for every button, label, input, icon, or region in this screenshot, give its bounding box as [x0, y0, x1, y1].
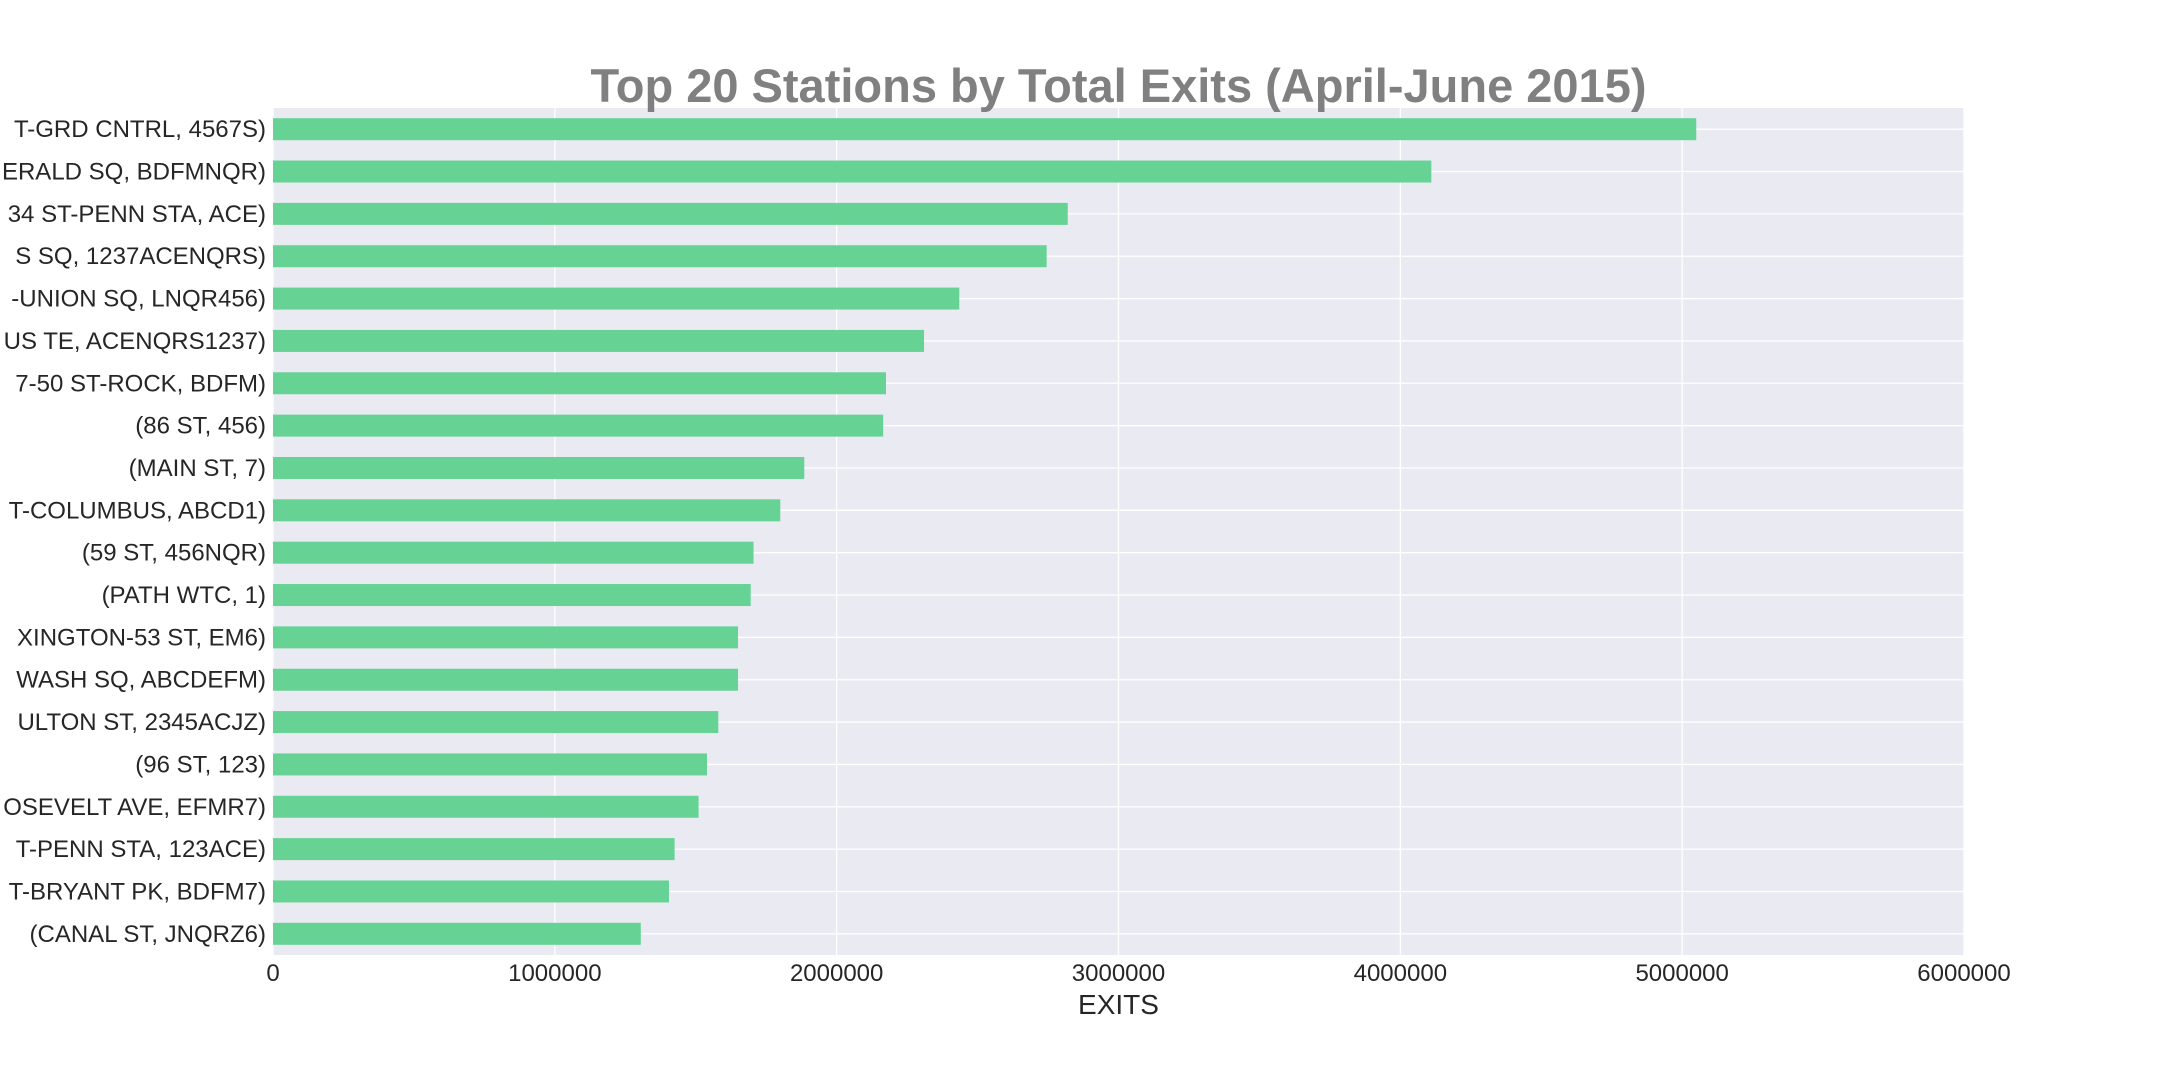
- x-tick-labels: 0 1000000 2000000 3000000 4000000 5000000 6000…: [266, 960, 2010, 987]
- y-tick-label: ULTON ST, 2345ACJZ): [17, 709, 266, 736]
- bar: [273, 795, 699, 818]
- x-tick-label: 6000000: [1917, 960, 2010, 987]
- bar: [273, 372, 886, 395]
- x-tick-label: 5000000: [1635, 960, 1728, 987]
- x-tick-label: 2000000: [790, 960, 883, 987]
- y-tick-label: US TE, ACENQRS1237): [4, 328, 266, 355]
- bar: [273, 499, 781, 522]
- bar: [273, 922, 641, 945]
- y-tick-label: 34 ST-PENN STA, ACE): [8, 201, 266, 228]
- y-tick-label: (MAIN ST, 7): [129, 455, 266, 482]
- y-tick-label: (96 ST, 123): [135, 751, 266, 778]
- x-tick-label: 1000000: [508, 960, 601, 987]
- bar: [273, 202, 1068, 225]
- y-tick-label: ERALD SQ, BDFMNQR): [2, 159, 266, 186]
- y-tick-label: T-BRYANT PK, BDFM7): [9, 878, 266, 905]
- y-tick-label: WASH SQ, ABCDEFM): [16, 667, 266, 694]
- x-tick-label: 4000000: [1354, 960, 1447, 987]
- y-tick-label: OSEVELT AVE, EFMR7): [3, 794, 266, 821]
- bar: [273, 541, 754, 564]
- y-tick-label: XINGTON-53 ST, EM6): [17, 624, 266, 651]
- bar: [273, 880, 669, 903]
- y-tick-labels: T-GRD CNTRL, 4567S) ERALD SQ, BDFMNQR) 34 …: [2, 116, 266, 948]
- y-tick-label: -UNION SQ, LNQR456): [11, 286, 266, 313]
- y-tick-label: (59 ST, 456NQR): [82, 540, 266, 567]
- bar: [273, 245, 1047, 268]
- chart-title: Top 20 Stations by Total Exits (April-Ju…: [591, 59, 1647, 112]
- y-tick-label: T-GRD CNTRL, 4567S): [14, 116, 266, 143]
- bar: [273, 626, 739, 649]
- x-tick-label: 3000000: [1072, 960, 1165, 987]
- bar: [273, 838, 675, 861]
- y-tick-label: (86 ST, 456): [135, 413, 266, 440]
- y-tick-label: T-COLUMBUS, ABCD1): [9, 497, 266, 524]
- x-tick-label: 0: [266, 960, 279, 987]
- bar: [273, 711, 719, 734]
- bar: [273, 329, 925, 352]
- y-tick-label: T-PENN STA, 123ACE): [16, 836, 266, 863]
- y-tick-label: 7-50 ST-ROCK, BDFM): [15, 370, 266, 397]
- bar: [273, 668, 739, 691]
- bar: [273, 118, 1697, 141]
- bar: [273, 414, 884, 437]
- y-tick-label: S SQ, 1237ACENQRS): [15, 243, 266, 270]
- x-axis-label: EXITS: [1078, 989, 1159, 1020]
- bar: [273, 287, 960, 310]
- bars: [273, 118, 1697, 945]
- bar: [273, 753, 708, 776]
- bar: [273, 584, 751, 607]
- y-tick-label: (CANAL ST, JNQRZ6): [30, 921, 266, 948]
- bar: [273, 160, 1432, 183]
- y-tick-label: (PATH WTC, 1): [102, 582, 266, 609]
- bar: [273, 456, 805, 479]
